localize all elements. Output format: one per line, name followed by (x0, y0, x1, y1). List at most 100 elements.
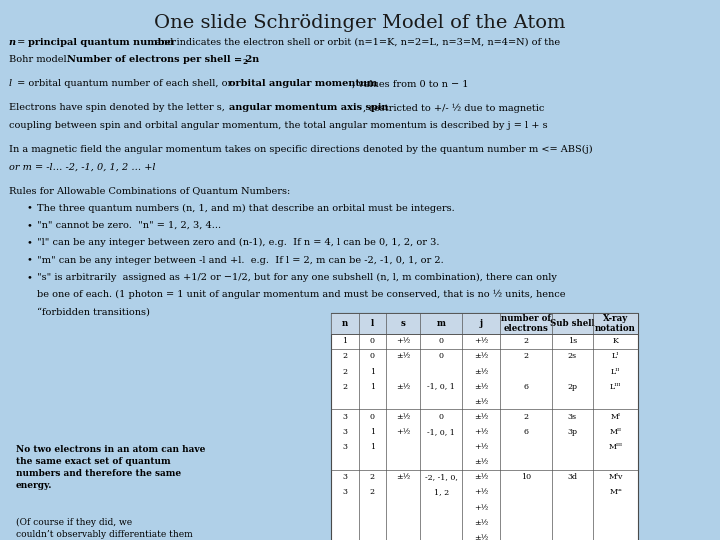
Text: 0: 0 (439, 413, 444, 421)
Text: 0: 0 (370, 413, 374, 421)
Text: Mᴵᴵ: Mᴵᴵ (610, 428, 621, 436)
Text: 1: 1 (369, 368, 375, 375)
Text: 3d: 3d (567, 474, 577, 481)
Text: Mᴵᴵᴵ: Mᴵᴵᴵ (608, 443, 623, 451)
Text: -2, -1, 0,: -2, -1, 0, (425, 474, 458, 481)
Text: principal quantum number: principal quantum number (29, 38, 176, 47)
Text: "s" is arbitrarily  assigned as +1/2 or −1/2, but for any one subshell (n, l, m : "s" is arbitrarily assigned as +1/2 or −… (37, 273, 557, 282)
Text: orbital angular momentum: orbital angular momentum (229, 79, 377, 88)
Text: +½: +½ (474, 504, 488, 511)
Text: Bohr model.: Bohr model. (9, 55, 73, 64)
Text: ±½: ±½ (474, 368, 488, 375)
Text: -1, 0, 1: -1, 0, 1 (428, 428, 455, 436)
Text: 2s: 2s (568, 353, 577, 360)
Text: 1: 1 (342, 338, 348, 345)
Text: 6: 6 (523, 383, 528, 390)
Text: 1, 2: 1, 2 (433, 489, 449, 496)
Text: In a magnetic field the angular momentum takes on specific directions denoted by: In a magnetic field the angular momentum… (9, 145, 593, 154)
Text: be one of each. (1 photon = 1 unit of angular momentum and must be conserved, th: be one of each. (1 photon = 1 unit of an… (37, 290, 566, 299)
FancyBboxPatch shape (331, 313, 638, 334)
Text: 3: 3 (343, 443, 347, 451)
Text: 2: 2 (243, 58, 248, 66)
Text: ±½: ±½ (474, 398, 488, 406)
Text: 2: 2 (343, 368, 347, 375)
Text: “forbidden transitions): “forbidden transitions) (37, 307, 150, 316)
Text: 0: 0 (439, 338, 444, 345)
Text: "m" can be any integer between -l and +l.  e.g.  If l = 2, m can be -2, -1, 0, 1: "m" can be any integer between -l and +l… (37, 255, 444, 265)
Text: Lᴵᴵᴵ: Lᴵᴵᴵ (610, 383, 621, 390)
Text: ±½: ±½ (396, 474, 410, 481)
Text: 2: 2 (523, 338, 528, 345)
Text: coupling between spin and orbital angular momentum, the total angular momentum i: coupling between spin and orbital angula… (9, 121, 547, 130)
Text: 2: 2 (370, 489, 374, 496)
Text: ±½: ±½ (474, 474, 488, 481)
Text: 2: 2 (343, 383, 347, 390)
Text: 2: 2 (523, 413, 528, 421)
Text: +½: +½ (474, 443, 488, 451)
Text: +½: +½ (474, 428, 488, 436)
Text: l: l (371, 319, 374, 328)
Text: Electrons have spin denoted by the letter s,: Electrons have spin denoted by the lette… (9, 104, 228, 112)
Text: 3: 3 (343, 413, 347, 421)
Text: or m = -l… -2, -1, 0, 1, 2 … +l: or m = -l… -2, -1, 0, 1, 2 … +l (9, 162, 155, 171)
Text: -1, 0, 1: -1, 0, 1 (428, 383, 455, 390)
Text: Lᴵ: Lᴵ (612, 353, 619, 360)
Text: ±½: ±½ (474, 383, 488, 390)
Text: 1: 1 (369, 443, 375, 451)
Text: •: • (27, 221, 32, 230)
Text: and indicates the electron shell or orbit (n=1=K, n=2=L, n=3=M, n=4=N) of the: and indicates the electron shell or orbi… (152, 38, 560, 47)
Text: 3s: 3s (568, 413, 577, 421)
Text: m: m (437, 319, 446, 328)
Text: •: • (27, 238, 32, 247)
Text: •: • (27, 204, 32, 213)
Text: ±½: ±½ (474, 534, 488, 540)
Text: One slide Schrödinger Model of the Atom: One slide Schrödinger Model of the Atom (154, 14, 566, 31)
Text: +½: +½ (396, 428, 410, 436)
Text: Rules for Allowable Combinations of Quantum Numbers:: Rules for Allowable Combinations of Quan… (9, 186, 290, 195)
Text: ±½: ±½ (396, 383, 410, 390)
Text: The three quantum numbers (n, 1, and m) that describe an orbital must be integer: The three quantum numbers (n, 1, and m) … (37, 204, 455, 213)
FancyBboxPatch shape (331, 313, 638, 540)
Text: 1: 1 (369, 428, 375, 436)
Text: s: s (401, 319, 405, 328)
Text: 3: 3 (343, 428, 347, 436)
Text: (Of course if they did, we
couldn’t observably differentiate them
but that’s how: (Of course if they did, we couldn’t obse… (16, 518, 192, 540)
Text: Mᴵv: Mᴵv (608, 474, 623, 481)
Text: +½: +½ (474, 338, 488, 345)
Text: +½: +½ (474, 489, 488, 496)
Text: •: • (27, 255, 32, 265)
Text: Sub shell: Sub shell (550, 319, 595, 328)
Text: 2: 2 (370, 474, 374, 481)
Text: ±½: ±½ (474, 519, 488, 526)
Text: +½: +½ (396, 338, 410, 345)
Text: 3p: 3p (567, 428, 577, 436)
Text: l: l (9, 79, 12, 88)
Text: 0: 0 (439, 353, 444, 360)
Text: 1: 1 (369, 383, 375, 390)
Text: n: n (9, 38, 16, 47)
Text: ±½: ±½ (474, 353, 488, 360)
Text: ±½: ±½ (474, 413, 488, 421)
Text: 2p: 2p (567, 383, 577, 390)
Text: , restricted to +/- ½ due to magnetic: , restricted to +/- ½ due to magnetic (363, 104, 544, 113)
Text: 3: 3 (343, 489, 347, 496)
Text: Lᴵᴵ: Lᴵᴵ (611, 368, 620, 375)
Text: = orbital quantum number of each shell, or: = orbital quantum number of each shell, … (14, 79, 235, 88)
Text: X-ray
notation: X-ray notation (595, 314, 636, 333)
Text: 2: 2 (523, 353, 528, 360)
Text: ±½: ±½ (474, 458, 488, 466)
Text: "n" cannot be zero.  "n" = 1, 2, 3, 4...: "n" cannot be zero. "n" = 1, 2, 3, 4... (37, 221, 222, 230)
Text: "l" can be any integer between zero and (n-1), e.g.  If n = 4, l can be 0, 1, 2,: "l" can be any integer between zero and … (37, 238, 440, 247)
Text: =: = (14, 38, 27, 47)
Text: 0: 0 (370, 338, 374, 345)
Text: 0: 0 (370, 353, 374, 360)
Text: Mᵚ: Mᵚ (609, 489, 622, 496)
Text: 1s: 1s (568, 338, 577, 345)
Text: 10: 10 (521, 474, 531, 481)
Text: angular momentum axis spin: angular momentum axis spin (229, 104, 389, 112)
Text: ±½: ±½ (396, 413, 410, 421)
Text: •: • (27, 273, 32, 282)
Text: n: n (342, 319, 348, 328)
Text: , values from 0 to n − 1: , values from 0 to n − 1 (352, 79, 469, 88)
Text: Mᴵ: Mᴵ (611, 413, 621, 421)
